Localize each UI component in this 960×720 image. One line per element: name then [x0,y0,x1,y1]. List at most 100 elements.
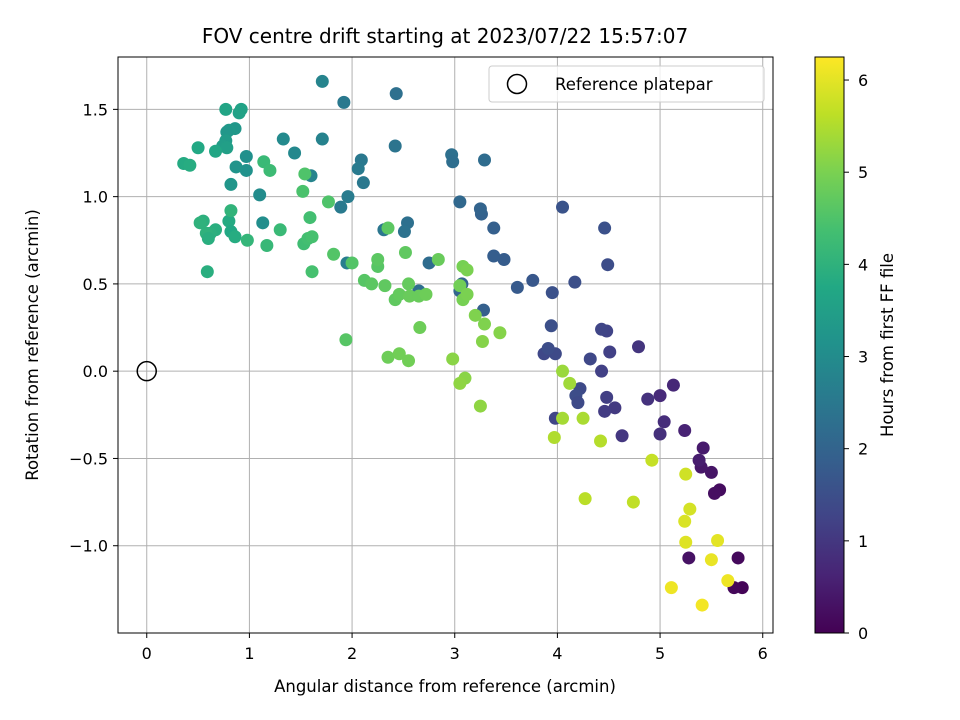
colorbar-tick-label: 1 [858,532,868,551]
data-point [305,265,319,279]
data-point [695,598,709,612]
data-point [305,230,319,244]
data-point [351,162,365,176]
data-point [219,102,233,116]
data-point [696,441,710,455]
data-point [431,252,445,266]
data-point [392,287,406,301]
colorbar-frame [814,56,845,634]
x-tick-label: 4 [552,644,562,663]
data-point [493,326,507,340]
data-point [222,214,236,228]
x-axis-label: Angular distance from reference (arcmin) [274,677,616,696]
data-point [707,486,721,500]
data-point [403,289,417,303]
colorbar-tick-label: 2 [858,440,868,459]
data-point [381,350,395,364]
data-point [256,216,270,230]
data-point [721,574,735,588]
data-point [545,286,559,300]
data-point [402,354,416,368]
data-point [228,230,242,244]
data-point [402,277,416,291]
data-point [547,431,561,445]
data-point [711,533,725,547]
data-point [327,247,341,261]
data-point [240,233,254,247]
data-point [487,249,501,263]
colorbar-gradient [815,57,844,633]
y-axis-label: Rotation from reference (arcmin) [23,209,42,481]
data-point [487,221,501,235]
colorbar-label: Hours from first FF file [878,253,897,437]
data-point [541,341,555,355]
data-point [337,95,351,109]
x-tick-label: 1 [244,644,254,663]
data-point [526,273,540,287]
data-point [615,429,629,443]
colorbar: 0 1 2 3 4 5 6 Hours from first FF file [814,56,897,643]
y-tick-label: 0.0 [83,362,108,381]
x-tick-label: 2 [347,644,357,663]
data-point [453,195,467,209]
data-point [341,190,355,204]
data-point [598,221,612,235]
data-point [315,74,329,88]
data-point [273,223,287,237]
data-point [339,333,353,347]
x-tick-label: 3 [450,644,460,663]
data-point [664,581,678,595]
data-point [704,465,718,479]
data-point [315,132,329,146]
data-point [544,319,558,333]
colorbar-tick-label: 3 [858,348,868,367]
data-point [234,102,248,116]
data-point [345,256,359,270]
data-point [288,146,302,160]
data-point [678,424,692,438]
data-point [601,258,615,272]
legend-box [488,65,765,103]
data-point [473,202,487,216]
data-point [389,87,403,101]
scatter-points [136,74,749,612]
y-tick-label: 1.0 [83,188,108,207]
data-point [446,155,460,169]
data-point [253,188,267,202]
data-point [224,177,238,191]
data-point [563,376,577,390]
data-point [679,467,693,481]
data-point [608,401,622,415]
data-point [666,378,680,392]
x-tick-label: 0 [142,644,152,663]
data-point [583,352,597,366]
data-point [260,239,274,253]
data-point [201,232,215,246]
data-point [371,252,385,266]
y-tick-label: 1.5 [83,100,108,119]
data-point [183,158,197,172]
colorbar-tick-label: 0 [858,624,868,643]
data-point [229,160,243,174]
y-axis-ticks: −1.0 −0.5 0.0 0.5 1.0 1.5 [69,100,118,556]
chart-title: FOV centre drift starting at 2023/07/22 … [202,24,688,48]
data-point [398,245,412,259]
data-point [321,195,335,209]
data-point [510,280,524,294]
data-point [191,141,205,155]
data-point [653,389,667,403]
data-point [682,551,696,565]
data-point [453,376,467,390]
data-point [704,553,718,567]
data-point [239,149,253,163]
data-point [460,287,474,301]
data-point [556,364,570,378]
data-point [678,514,692,528]
data-point [239,163,253,177]
colorbar-ticks: 0 1 2 3 4 5 6 [844,71,868,643]
y-tick-label: 0.5 [83,275,108,294]
y-tick-label: −1.0 [69,537,108,556]
data-point [276,132,290,146]
data-point [397,225,411,239]
